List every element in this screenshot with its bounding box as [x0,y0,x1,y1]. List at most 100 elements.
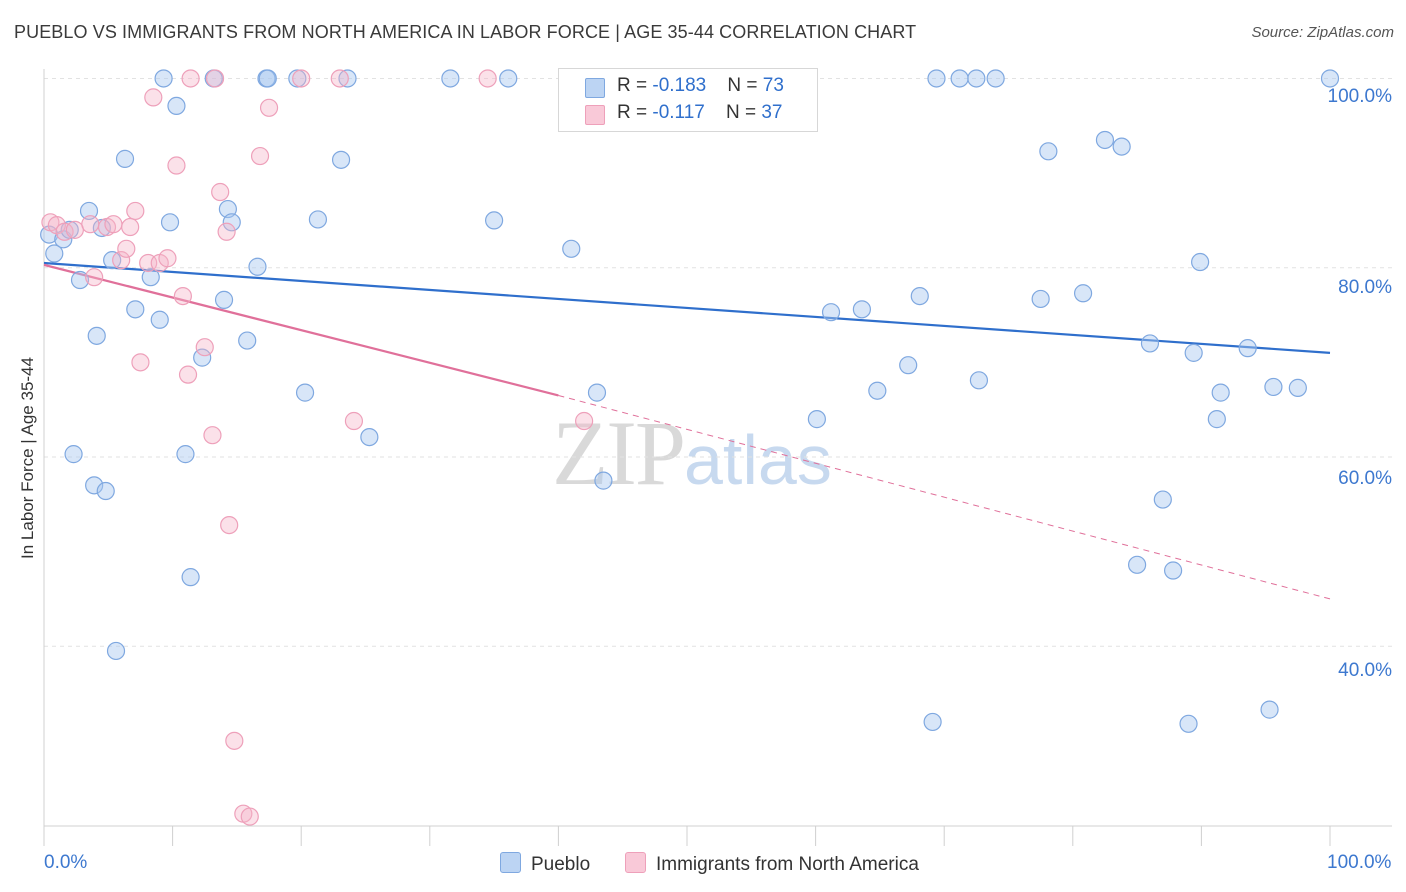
bottom-legend-pueblo: Pueblo [500,852,590,876]
pueblo-point [1095,130,1115,150]
pueblo-point [868,381,887,400]
pueblo-point [1112,137,1131,156]
immigrants-point [85,268,104,287]
pueblo-point [126,300,145,319]
immigrants-point [181,69,200,88]
immigrants-trend-extension [558,394,1331,600]
immigrants-point [250,146,270,166]
pueblo-point [141,268,160,287]
immigrants-point [205,69,225,88]
immigrants-point [259,98,279,117]
y-tick-label-60: 60.0% [1338,468,1392,489]
pueblo-point [899,356,918,375]
pueblo-point [1238,339,1257,358]
pueblo-point [308,210,328,229]
pueblo-point [1073,284,1093,303]
immigrants-point [117,239,136,258]
immigrants-point [144,88,163,107]
watermark-zip: ZIP [552,402,686,504]
immigrants-point [121,217,140,237]
immigrants-point [575,411,594,431]
immigrants-point [195,338,214,357]
immigrants-r-value: -0.117 [652,102,705,123]
pueblo-point [1179,714,1198,733]
pueblo-point [92,218,111,238]
axes [43,69,1392,846]
pueblo-point [1140,334,1160,353]
pueblo-point [238,331,257,350]
immigrants-point [240,807,259,826]
pueblo-point [248,257,267,276]
pueblo-point [441,69,460,88]
correlation-legend: R = -0.183 N = 73 R = -0.117 N = 37 [558,68,818,132]
pueblo-point [64,445,83,464]
immigrants-point [344,411,364,431]
pueblo-point [85,476,104,495]
y-tick-label-40: 40.0% [1338,660,1392,681]
pueblo-point [1288,378,1307,397]
legend-text-immigrants: R = -0.117 N = 37 [617,102,782,124]
pueblo-point [969,371,989,390]
pueblo-point [222,213,241,232]
immigrants-r-label: R = [617,102,653,123]
pueblo-point [1191,252,1210,272]
pueblo-point [1127,555,1147,574]
immigrants-swatch [585,105,605,125]
chart-source: Source: ZipAtlas.com [1251,24,1394,41]
bottom-immigrants-label: Immigrants from North America [656,854,919,875]
pueblo-point [154,69,173,88]
pueblo-point [45,244,64,263]
pueblo-point [587,383,607,402]
immigrants-point [167,156,186,175]
legend-text-pueblo: R = -0.183 N = 73 [617,75,784,97]
immigrants-point [220,515,239,535]
pueblo-r-value: -0.183 [652,75,707,96]
pueblo-point [176,445,195,464]
pueblo-point [1207,410,1226,429]
pueblo-point [562,239,581,258]
bottom-immigrants-swatch [625,852,646,873]
pueblo-point [1164,561,1183,580]
immigrants-n-value: 37 [761,102,783,123]
y-axis-label: In Labor Force | Age 35-44 [18,357,37,559]
pueblo-point [821,303,841,322]
watermark: ZIPatlas [552,400,832,506]
pueblo-point [1211,383,1230,402]
pueblo-point [295,383,315,402]
pueblo-point [115,149,135,168]
pueblo-point [288,69,307,88]
immigrants-point [178,365,198,384]
pueblo-point [87,326,106,345]
immigrants-point [478,69,497,88]
pueblo-point [331,150,351,169]
immigrants-point [225,731,244,750]
immigrants-point [126,201,145,221]
pueblo-n-label: N = [727,75,763,96]
data-points [40,69,1340,826]
bottom-pueblo-swatch [500,852,521,873]
pueblo-point [499,69,518,88]
pueblo-point [923,712,942,732]
immigrants-point [65,220,84,239]
pueblo-point [338,69,357,88]
pueblo-point [852,300,871,319]
pueblo-point [594,471,613,490]
x-tick-label-0: 0.0% [44,852,88,873]
pueblo-point [181,568,200,587]
pueblo-point [106,641,126,661]
pueblo-point [927,69,946,88]
pueblo-point [79,201,99,221]
pueblo-point [1184,343,1203,362]
immigrants-point [158,249,177,268]
pueblo-point [70,270,90,290]
pueblo-point [214,290,234,309]
x-tick-label-100: 100.0% [1327,852,1392,873]
pueblo-point [160,213,180,232]
immigrants-point [217,222,236,241]
pueblo-point [1260,700,1279,719]
trend-lines [43,261,1331,600]
pueblo-point [986,69,1005,88]
immigrants-point [292,69,311,88]
immigrants-point [112,251,131,270]
